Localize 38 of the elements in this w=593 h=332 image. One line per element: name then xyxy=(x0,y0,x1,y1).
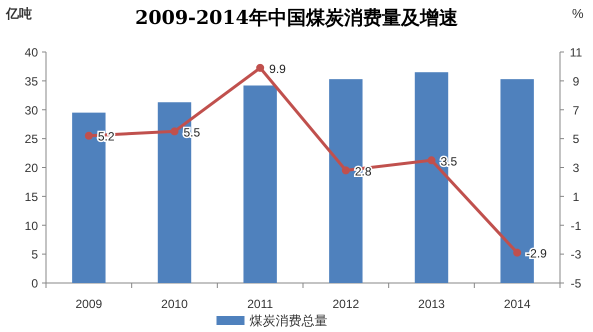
x-tick-label: 2013 xyxy=(418,297,446,311)
bar xyxy=(243,85,277,283)
y2-tick-label: 1 xyxy=(572,190,580,204)
y-tick-label: 30 xyxy=(24,103,38,118)
y-tick-label: 5 xyxy=(31,248,38,262)
y-axis-title: 亿吨 xyxy=(5,6,32,21)
y2-tick-label: 9 xyxy=(572,74,580,88)
point xyxy=(342,166,350,174)
data-label: 2.8 xyxy=(354,164,372,178)
y-tick-label: 10 xyxy=(24,218,38,233)
x-tick-label: 2012 xyxy=(332,297,360,311)
x-tick-label: 2009 xyxy=(75,297,103,311)
y-tick-label: 25 xyxy=(24,132,38,146)
y-tick-label: 0 xyxy=(31,276,38,290)
point xyxy=(428,156,436,164)
x-tick-label: 2011 xyxy=(247,297,274,311)
x-tick-label: 2014 xyxy=(504,297,531,311)
y-tick-label: 40 xyxy=(24,46,38,60)
x-tick-label: 2010 xyxy=(161,297,188,311)
y2-tick-label: -5 xyxy=(570,276,582,290)
y-tick-label: 35 xyxy=(24,74,38,88)
y-tick-label: 20 xyxy=(24,161,38,175)
y2-tick-label: 11 xyxy=(570,46,583,60)
point xyxy=(84,132,93,140)
y2-tick-label: -1 xyxy=(570,218,582,233)
y2-tick-label: 3 xyxy=(572,161,580,175)
y2-axis-title: % xyxy=(572,6,584,21)
legend-label: 煤炭消费总量 xyxy=(250,313,328,328)
chart-title: 2009-2014年中国煤炭消费量及增速 xyxy=(135,7,458,29)
data-label: 9.9 xyxy=(269,62,286,76)
point xyxy=(256,64,264,72)
point xyxy=(170,127,178,136)
data-label: 5.2 xyxy=(98,130,115,144)
y2-tick-label: -3 xyxy=(570,248,582,262)
y2-tick-label: 5 xyxy=(572,132,580,146)
y-tick-label: 15 xyxy=(24,190,38,204)
point xyxy=(513,248,522,257)
y2-tick-label: 7 xyxy=(572,103,580,118)
